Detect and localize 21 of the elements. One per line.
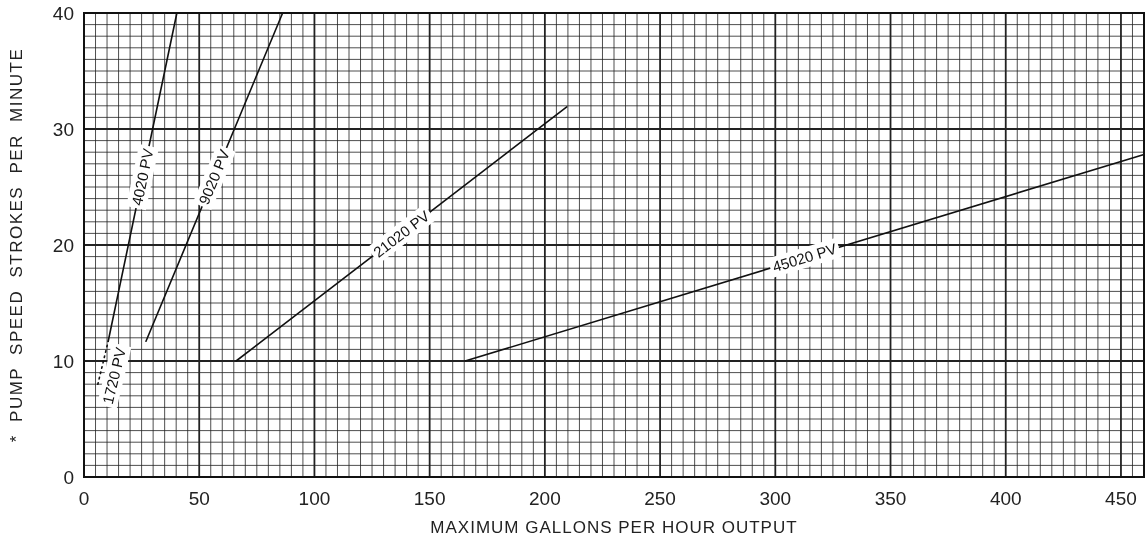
text: 45020 PV — [770, 239, 839, 276]
x-tick-label: 400 — [989, 488, 1022, 509]
y-tick-label: 0 — [63, 466, 74, 488]
x-tick-label: 200 — [529, 488, 561, 509]
x-tick-label: 100 — [298, 488, 331, 509]
text: 4020 PV — [128, 147, 157, 207]
x-tick-label: 50 — [188, 488, 210, 509]
y-tick-label: 10 — [52, 350, 74, 372]
x-tick-label: 0 — [78, 488, 90, 509]
x-tick-label: 300 — [759, 488, 792, 509]
y-tick-label: 40 — [52, 2, 74, 24]
x-axis-title: MAXIMUM GALLONS PER HOUR OUTPUT — [430, 518, 798, 537]
y-axis-title: * PUMP SPEED STROKES PER MINUTE — [7, 47, 26, 443]
x-tick-label: 150 — [413, 488, 446, 509]
x-tick-label: 250 — [644, 488, 676, 509]
y-tick-label: 30 — [52, 118, 74, 140]
y-tick-label: 20 — [52, 234, 74, 256]
text: 9020 PV — [195, 147, 233, 207]
text: 1720 PV — [99, 345, 130, 406]
x-tick-label: 450 — [1105, 488, 1137, 509]
x-tick-label: 350 — [874, 488, 907, 509]
